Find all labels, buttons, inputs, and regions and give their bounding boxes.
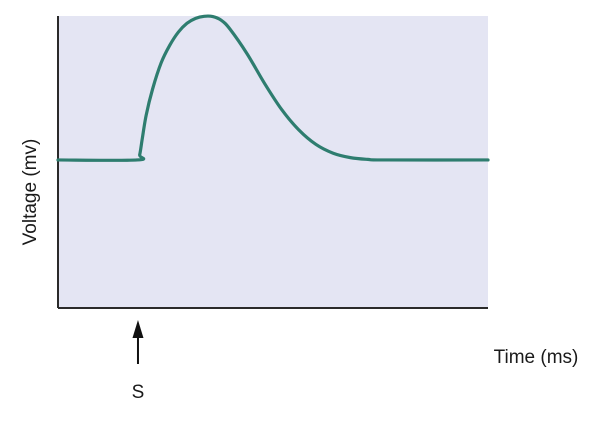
data-point xyxy=(151,88,154,91)
data-point xyxy=(194,17,197,20)
data-point xyxy=(246,52,249,55)
data-point xyxy=(57,158,60,161)
data-point xyxy=(203,15,206,18)
data-point xyxy=(177,31,180,34)
data-point xyxy=(229,28,232,31)
data-point xyxy=(366,158,369,161)
data-point xyxy=(145,114,148,117)
data-point xyxy=(383,158,386,161)
stimulus-label: S xyxy=(132,382,145,403)
data-point xyxy=(141,137,144,140)
data-point xyxy=(487,158,490,161)
data-point xyxy=(186,22,189,25)
data-point xyxy=(211,15,214,18)
data-point xyxy=(138,153,141,156)
data-point xyxy=(297,128,300,131)
data-point xyxy=(136,158,139,161)
y-axis-label: Voltage (mv) xyxy=(20,139,41,246)
stimulus-arrow-icon xyxy=(132,320,144,364)
data-point xyxy=(332,152,335,155)
data-point xyxy=(315,143,318,146)
series-line-voltage xyxy=(56,14,490,162)
x-axis-label: Time (ms) xyxy=(494,347,579,368)
data-point xyxy=(160,61,163,64)
data-point xyxy=(349,156,352,159)
data-point xyxy=(168,44,171,47)
plot-background xyxy=(58,16,488,308)
data-point xyxy=(280,108,283,111)
data-point xyxy=(263,82,266,85)
data-point xyxy=(220,19,223,22)
